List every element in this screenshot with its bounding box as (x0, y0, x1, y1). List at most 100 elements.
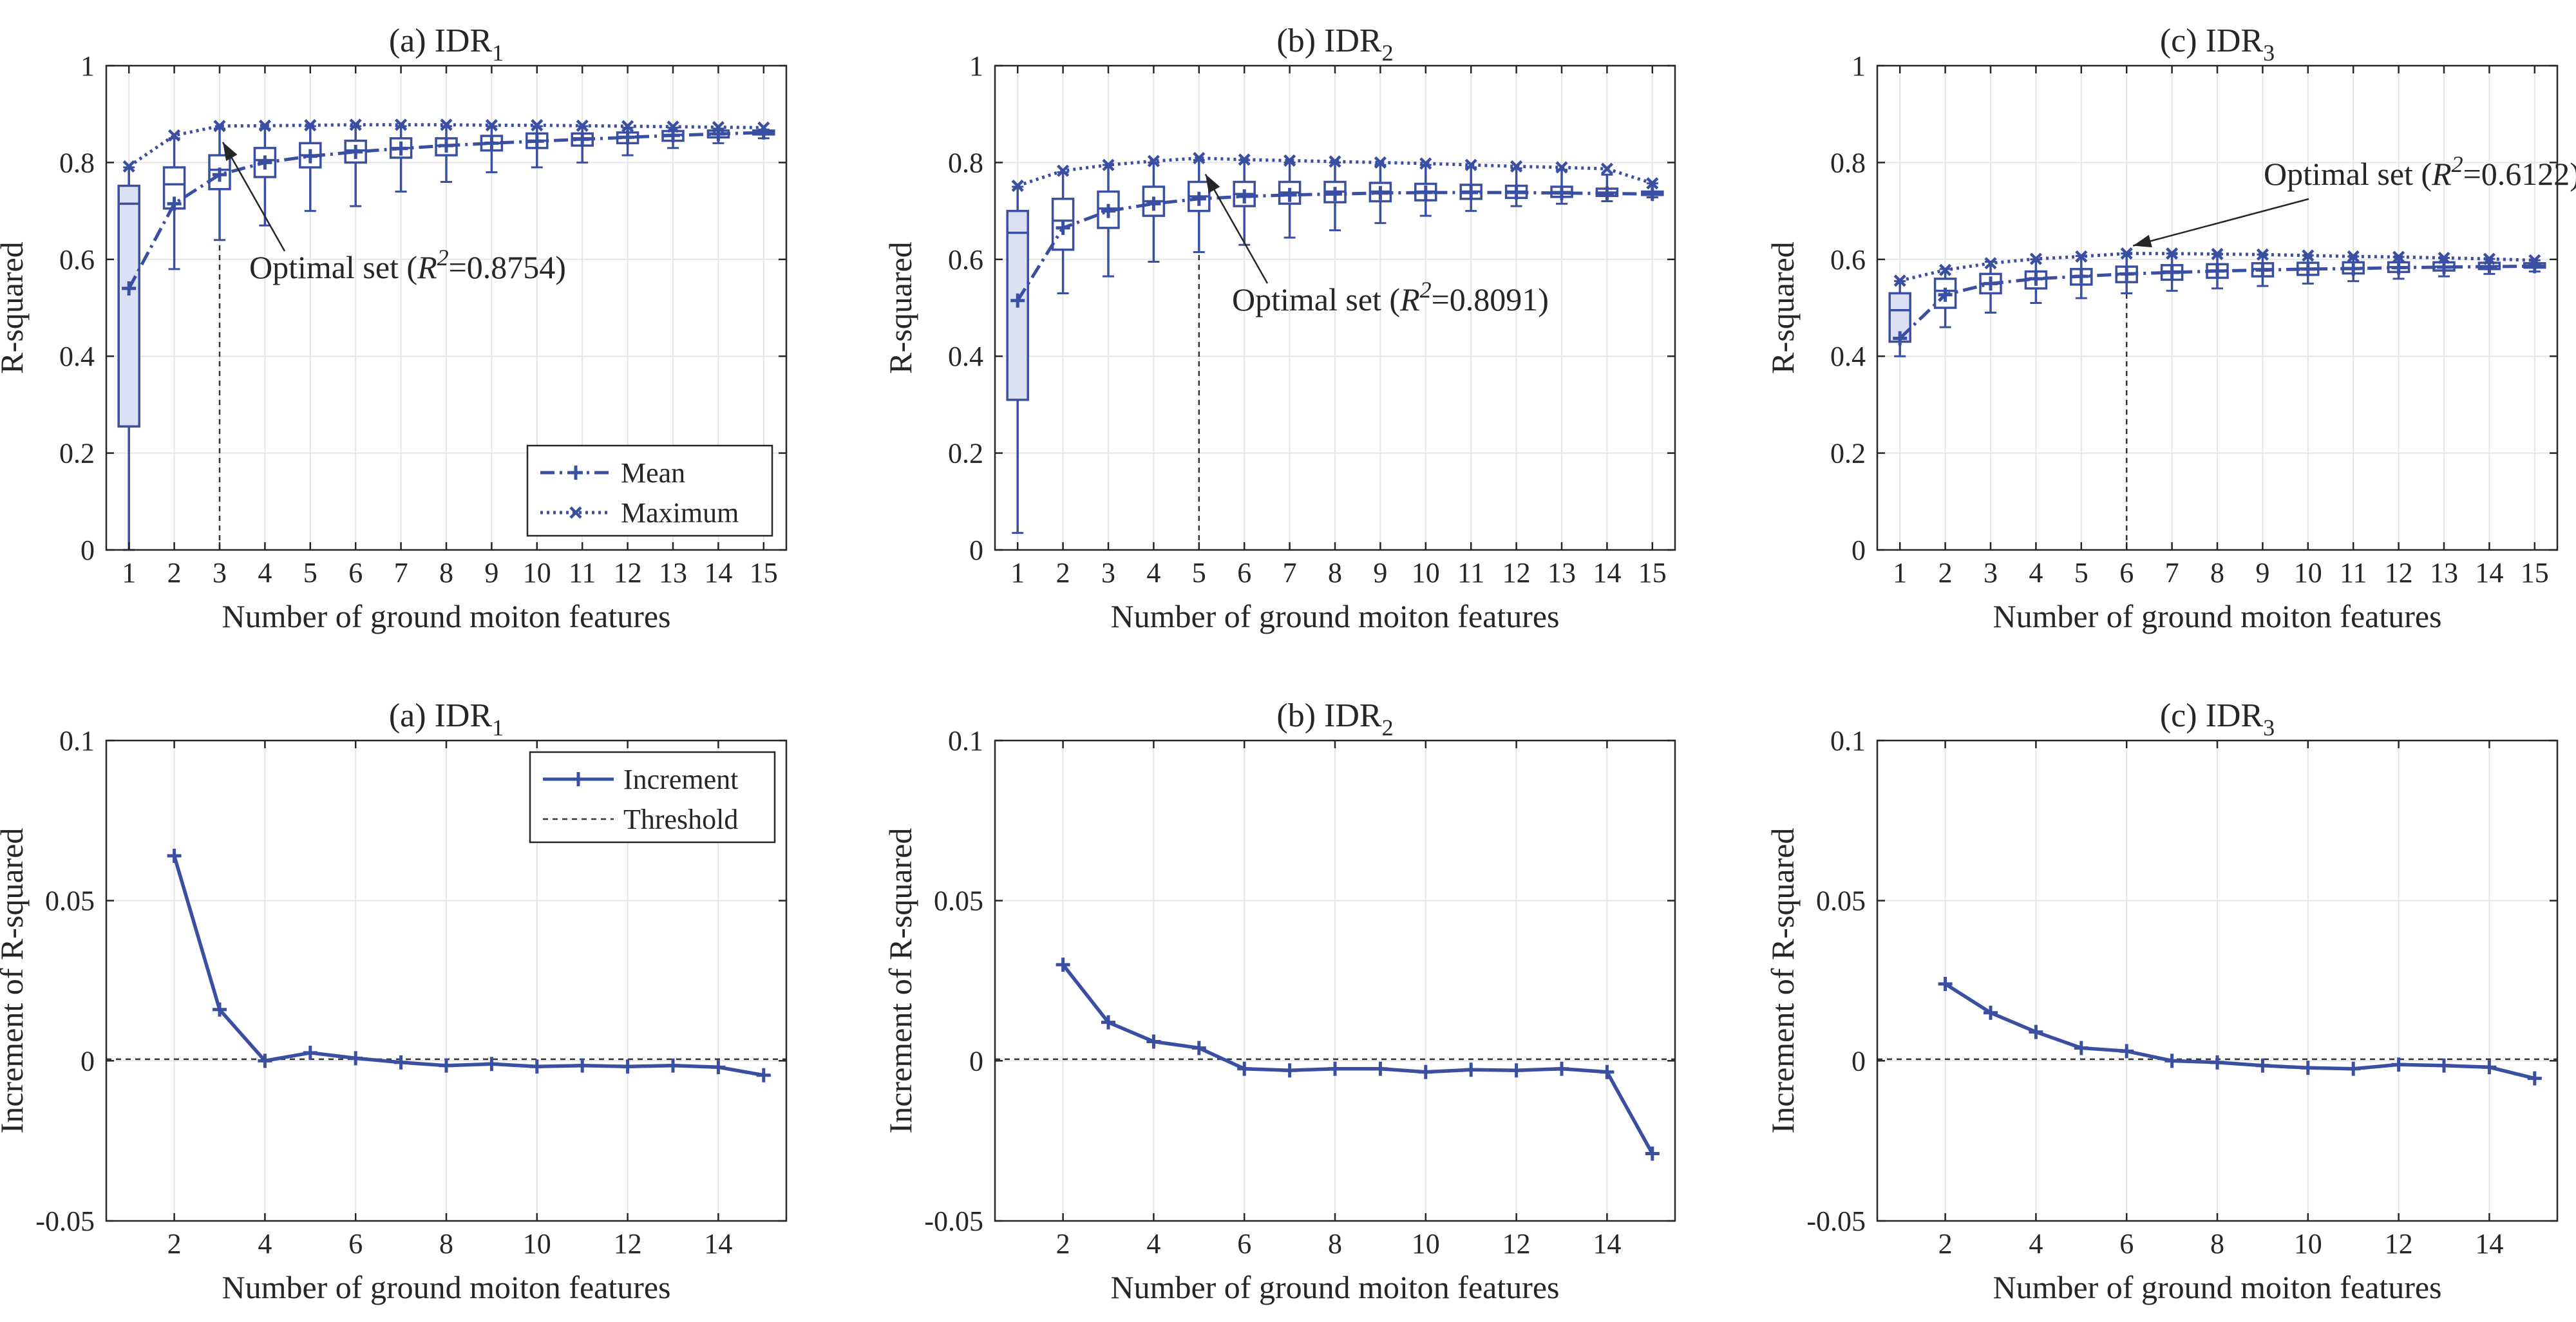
data-point-maximum (1057, 164, 1070, 177)
data-point-mean (1010, 293, 1025, 308)
data-point-increment (1645, 1146, 1660, 1161)
chart-title-main: (a) IDR (389, 697, 493, 734)
y-tick-label: 0 (1852, 1045, 1866, 1077)
x-tick-label: 12 (2385, 1228, 2413, 1260)
annotation-optimal-set: Optimal set (R2=0.8754) (249, 245, 566, 285)
data-point-maximum (1283, 154, 1296, 167)
data-point-increment (1282, 1063, 1297, 1078)
data-point-mean (2346, 261, 2361, 276)
data-point-increment (529, 1059, 544, 1074)
annotation-optimal-set: Optimal set (R2=0.6122) (2264, 151, 2576, 192)
annotation-arrow-line (1204, 173, 1269, 284)
x-tick-label: 10 (2294, 557, 2322, 589)
data-point-mean (393, 141, 408, 156)
x-tick-label: 13 (659, 557, 687, 589)
data-point-maximum (304, 118, 317, 132)
y-tick-label: 1 (969, 50, 983, 82)
data-point-maximum (395, 118, 408, 131)
data-point-mean (2210, 263, 2224, 278)
x-tick-label: 15 (2521, 557, 2549, 589)
data-point-mean (122, 281, 137, 296)
annotation-arrow-line (2132, 198, 2309, 247)
data-point-mean (2119, 267, 2134, 281)
y-tick-label: 1 (1852, 50, 1866, 82)
x-tick-label: 4 (1146, 1228, 1160, 1260)
x-tick-label: 8 (439, 1228, 453, 1260)
x-tick-label: 6 (1237, 557, 1251, 589)
y-tick-label: -0.05 (35, 1205, 95, 1237)
x-tick-label: 8 (2210, 557, 2224, 589)
x-axis-label: Number of ground moiton features (1993, 598, 2441, 634)
x-tick-label: 15 (750, 557, 778, 589)
data-point-increment (484, 1057, 499, 1072)
chart-title-subscript: 3 (2263, 40, 2275, 66)
x-tick-label: 1 (1010, 557, 1025, 589)
data-point-maximum (1374, 156, 1387, 169)
data-point-increment (1146, 1034, 1161, 1049)
data-point-mean (1191, 191, 1206, 206)
x-tick-label: 6 (1237, 1228, 1251, 1260)
legend-marker-increment (571, 772, 585, 786)
x-tick-label: 3 (213, 557, 227, 589)
chart-title-subscript: 2 (1382, 715, 1394, 741)
annotation-suffix: =0.8754) (449, 249, 566, 285)
data-point-mean (1984, 276, 1998, 291)
x-tick-label: 11 (1457, 557, 1484, 589)
data-point-maximum (2211, 247, 2224, 261)
annotation-optimal-set: Optimal set (R2=0.8091) (1232, 277, 1549, 317)
data-point-maximum (1984, 257, 1997, 270)
data-point-increment (1464, 1062, 1479, 1077)
legend: Increment Threshold (529, 751, 776, 844)
y-axis-label: R-squared (1765, 241, 1801, 374)
data-point-maximum (349, 118, 362, 131)
y-tick-label: -0.05 (924, 1205, 983, 1237)
data-point-maximum (258, 119, 271, 132)
x-tick-label: 10 (2294, 1228, 2322, 1260)
x-tick-label: 14 (1593, 557, 1621, 589)
y-tick-label: 0 (969, 1045, 983, 1077)
data-point-maximum (2392, 250, 2405, 263)
data-point-maximum (2029, 252, 2042, 265)
data-point-mean (2482, 260, 2497, 274)
x-tick-label: 10 (523, 557, 551, 589)
data-point-increment (2527, 1071, 2542, 1086)
y-tick-label: 0.2 (1830, 438, 1866, 469)
x-tick-label: 12 (1502, 1228, 1531, 1260)
data-point-maximum (1939, 263, 1952, 276)
data-point-increment (1938, 976, 1953, 991)
x-axis-label: Number of ground moiton features (1110, 1269, 1559, 1305)
annotation-var: R (417, 249, 437, 285)
legend-marker-mean (569, 466, 583, 480)
x-tick-label: 2 (1938, 557, 1953, 589)
data-point-increment (348, 1051, 363, 1066)
annotation-prefix: Optimal set ( (2264, 156, 2432, 192)
data-point-maximum (1419, 157, 1432, 170)
x-tick-label: 12 (614, 557, 642, 589)
legend: Mean Maximum (526, 444, 773, 537)
data-point-mean (2164, 265, 2179, 280)
data-point-mean (711, 127, 726, 142)
y-tick-label: 0.8 (1830, 147, 1866, 178)
chart-title-subscript: 3 (2263, 715, 2275, 741)
annotation-prefix: Optimal set ( (1232, 281, 1400, 317)
data-point-increment (2346, 1061, 2361, 1076)
x-tick-label: 8 (2210, 1228, 2224, 1260)
data-point-maximum (2256, 248, 2269, 261)
data-point-increment (1555, 1061, 1569, 1076)
x-tick-label: 7 (1283, 557, 1297, 589)
data-point-maximum (1510, 160, 1523, 173)
y-tick-label: 0.6 (59, 244, 95, 276)
y-axis-label: R-squared (882, 241, 918, 374)
data-point-mean (167, 196, 182, 211)
data-point-maximum (1893, 274, 1906, 287)
chart-panel-bottom-right: 2 4 6 8 10 12 14 -0.05 0 0.05 0.1 Number of ground … (1765, 697, 2559, 1305)
y-tick-label: 0 (80, 1045, 95, 1077)
y-axis-label: Increment of R-squared (882, 828, 918, 1134)
legend-frame (529, 751, 776, 844)
x-tick-label: 1 (122, 557, 136, 589)
y-tick-label: 0.05 (934, 885, 983, 917)
data-point-mean (484, 136, 499, 151)
x-tick-label: 8 (1328, 1228, 1342, 1260)
data-point-maximum (1329, 155, 1341, 168)
